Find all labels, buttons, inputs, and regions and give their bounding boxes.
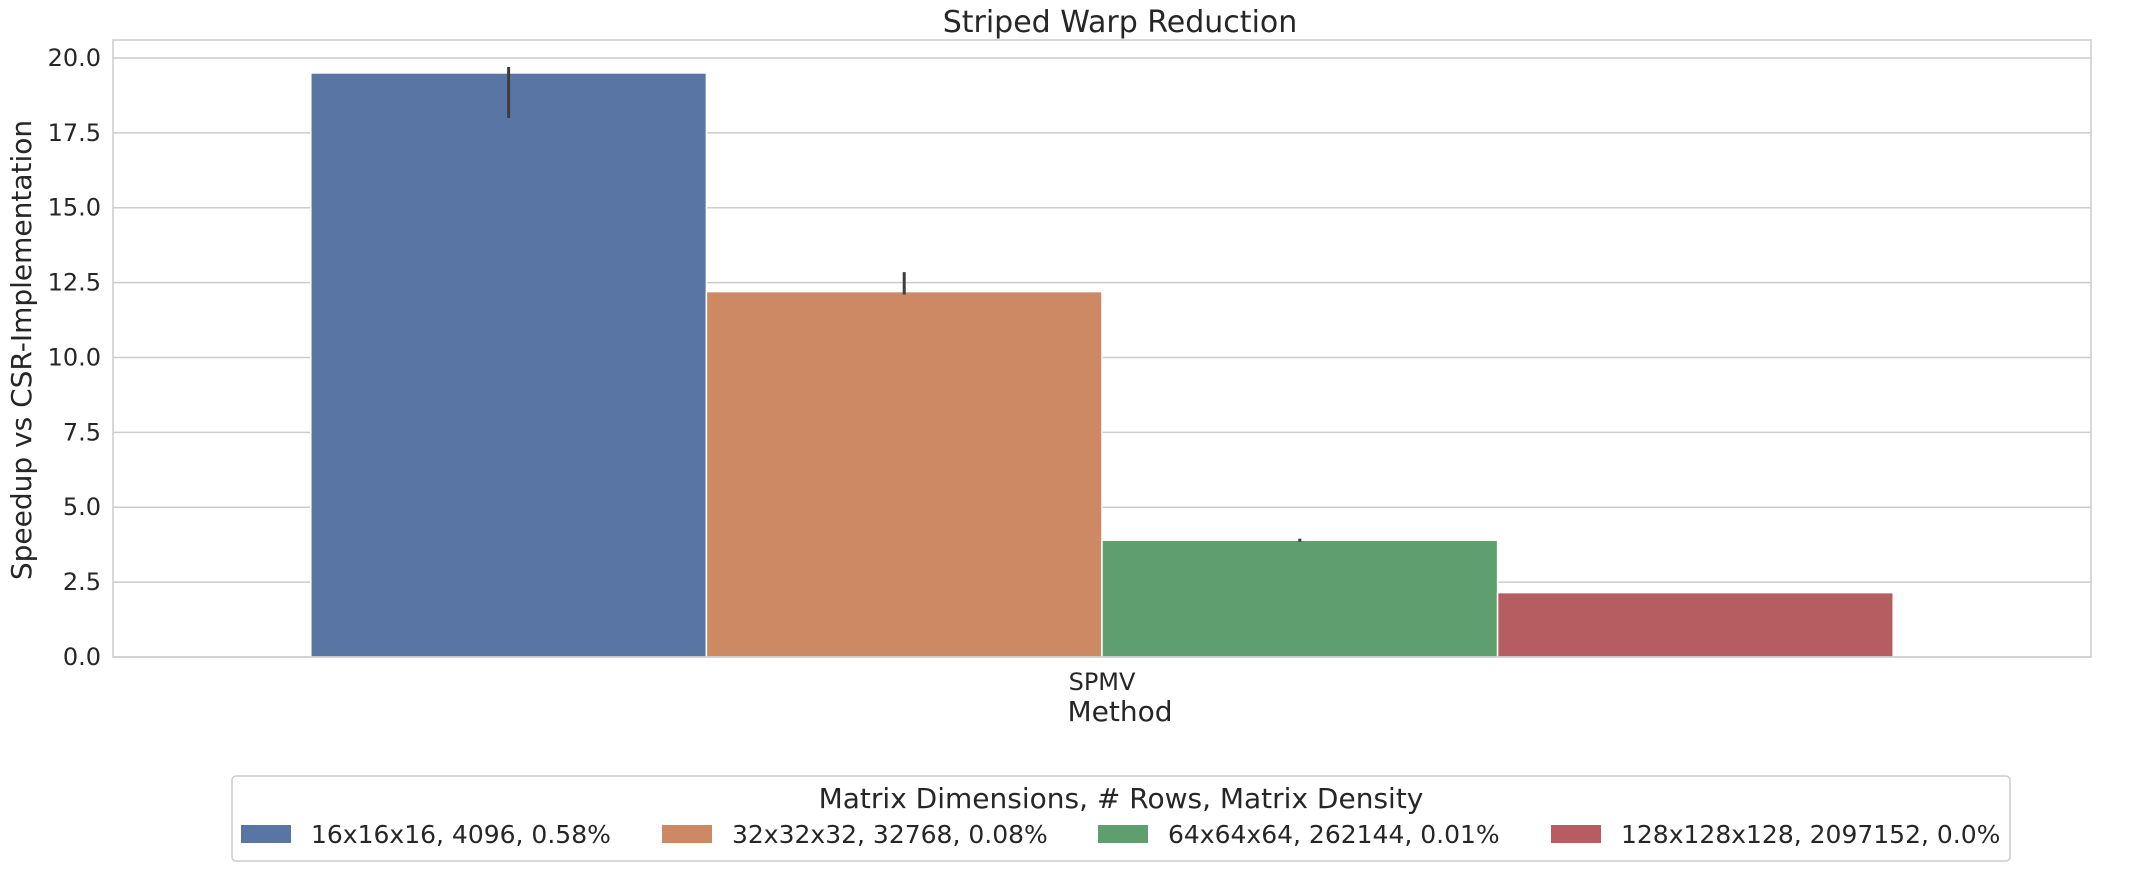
legend-swatch: [1098, 825, 1148, 843]
x-tick-label: SPMV: [1069, 668, 1136, 696]
legend: Matrix Dimensions, # Rows, Matrix Densit…: [231, 775, 2011, 862]
y-axis-label: Speedup vs CSR-Implementation: [5, 120, 38, 580]
x-tick-labels: SPMV: [1069, 668, 1136, 696]
y-tick-label: 2.5: [63, 568, 101, 596]
bar: [1101, 539, 1499, 658]
y-tick-label: 12.5: [48, 269, 101, 297]
legend-label: 32x32x32, 32768, 0.08%: [732, 820, 1048, 849]
y-tick-label: 15.0: [48, 194, 101, 222]
legend-label: 128x128x128, 2097152, 0.0%: [1621, 820, 2000, 849]
x-axis-label: Method: [1067, 695, 1172, 728]
chart-title: Striped Warp Reduction: [943, 5, 1298, 40]
y-tick-label: 20.0: [48, 44, 101, 72]
legend-swatch: [662, 825, 712, 843]
y-tick-label: 0.0: [63, 643, 101, 671]
legend-swatch: [241, 825, 291, 843]
y-tick-label: 17.5: [48, 119, 101, 147]
bar: [705, 290, 1103, 658]
legend-label: 64x64x64, 262144, 0.01%: [1168, 820, 1500, 849]
y-tick-label: 7.5: [63, 418, 101, 446]
bar: [1496, 591, 1894, 658]
bar: [310, 72, 708, 658]
y-tick-label: 5.0: [63, 493, 101, 521]
bars: [310, 72, 1894, 658]
plot-frame: [112, 39, 2092, 658]
legend-swatch: [1551, 825, 1601, 843]
y-tick-labels: 0.0 2.5 5.0 7.5 10.0 12.5 15.0 17.5 20.0: [48, 44, 101, 671]
y-tick-label: 10.0: [48, 343, 101, 371]
error-bars: [507, 66, 1302, 542]
legend-items: 16x16x16, 4096, 0.58% 32x32x32, 32768, 0.…: [241, 820, 2000, 849]
legend-label: 16x16x16, 4096, 0.58%: [311, 820, 611, 849]
legend-title: Matrix Dimensions, # Rows, Matrix Densit…: [819, 782, 1424, 815]
